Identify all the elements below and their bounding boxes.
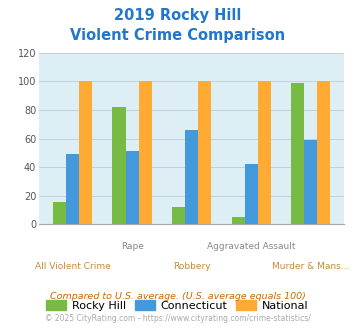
Bar xyxy=(139,82,152,224)
Text: 2019 Rocky Hill: 2019 Rocky Hill xyxy=(114,8,241,23)
Bar xyxy=(317,82,331,224)
Text: Compared to U.S. average. (U.S. average equals 100): Compared to U.S. average. (U.S. average … xyxy=(50,292,305,301)
Bar xyxy=(66,154,79,224)
Bar xyxy=(258,82,271,224)
Bar xyxy=(185,130,198,224)
Bar xyxy=(304,140,317,224)
Text: © 2025 CityRating.com - https://www.cityrating.com/crime-statistics/: © 2025 CityRating.com - https://www.city… xyxy=(45,314,310,323)
Text: Murder & Mans...: Murder & Mans... xyxy=(272,262,350,271)
Text: Violent Crime Comparison: Violent Crime Comparison xyxy=(70,28,285,43)
Bar xyxy=(245,164,258,224)
Bar xyxy=(231,217,245,224)
Text: Rape: Rape xyxy=(121,242,143,250)
Bar xyxy=(126,151,139,224)
Text: Robbery: Robbery xyxy=(173,262,211,271)
Bar xyxy=(198,82,211,224)
Bar xyxy=(291,83,304,224)
Legend: Rocky Hill, Connecticut, National: Rocky Hill, Connecticut, National xyxy=(42,295,312,315)
Text: All Violent Crime: All Violent Crime xyxy=(35,262,110,271)
Bar xyxy=(113,107,126,224)
Bar xyxy=(79,82,92,224)
Text: Aggravated Assault: Aggravated Assault xyxy=(207,242,295,250)
Bar xyxy=(53,202,66,224)
Bar xyxy=(172,207,185,224)
